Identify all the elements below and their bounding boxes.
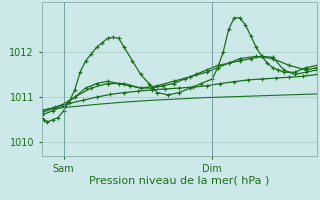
X-axis label: Pression niveau de la mer( hPa ): Pression niveau de la mer( hPa ) bbox=[89, 175, 269, 185]
